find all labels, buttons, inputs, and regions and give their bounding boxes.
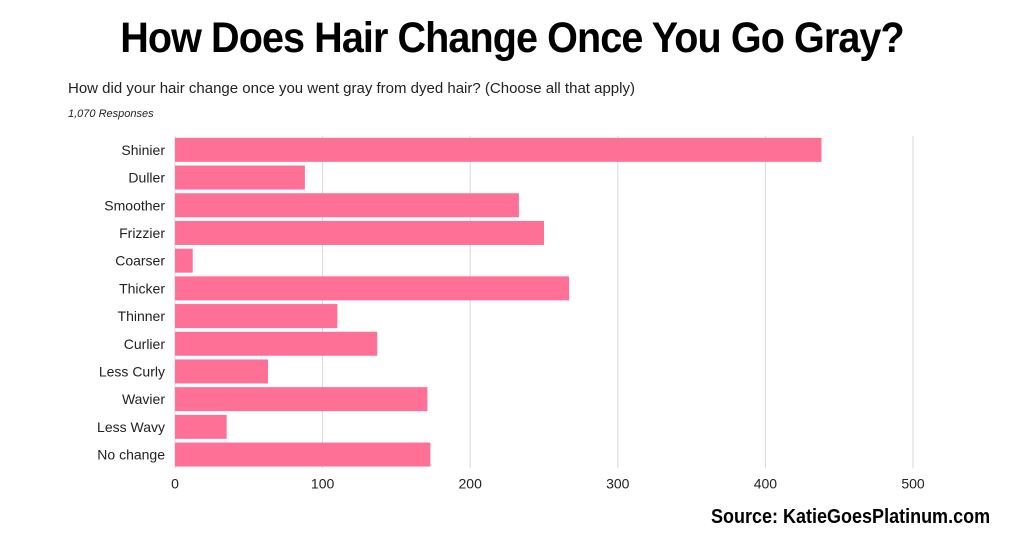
category-labels: Shinier Duller Smoother Frizzier Coarser Thic…: [97, 142, 165, 463]
bar-no-change: [175, 442, 431, 467]
chart-title: How Does Hair Change Once You Go Gray?: [120, 14, 904, 62]
bar-coarser: [175, 248, 193, 273]
bar-shinier: [175, 137, 822, 162]
x-tick-label: 200: [459, 475, 483, 491]
chart-subtitle: How did your hair change once you went g…: [68, 80, 635, 97]
category-label: Less Wavy: [97, 419, 165, 435]
bar-smoother: [175, 193, 519, 218]
bar-less-curly: [175, 359, 268, 384]
bar-wavier: [175, 387, 428, 412]
x-tick-label: 100: [311, 475, 335, 491]
x-tick-label: 0: [171, 475, 179, 491]
category-label: Coarser: [115, 253, 165, 269]
source-credit: Source: KatieGoesPlatinum.com: [710, 506, 990, 528]
bar-duller: [175, 165, 305, 190]
category-label: Frizzier: [119, 225, 165, 241]
category-label: Thinner: [118, 308, 166, 324]
bar-less-wavy: [175, 414, 227, 439]
bar-curlier: [175, 331, 378, 356]
bar-thinner: [175, 304, 338, 329]
x-axis-tick-labels: 0 100 200 300 400 500: [171, 475, 925, 491]
gridlines: [174, 136, 914, 469]
category-label: Curlier: [124, 336, 166, 352]
category-label: Smoother: [104, 197, 165, 213]
category-label: Shinier: [121, 142, 165, 158]
category-label: No change: [97, 447, 165, 463]
category-label: Less Curly: [99, 363, 165, 379]
bar-thicker: [175, 276, 570, 301]
bar-frizzier: [175, 220, 544, 245]
x-tick-label: 300: [606, 475, 630, 491]
x-tick-label: 500: [901, 475, 925, 491]
category-label: Wavier: [122, 391, 165, 407]
response-count: 1,070 Responses: [68, 108, 154, 120]
category-label: Thicker: [119, 280, 165, 296]
category-label: Duller: [128, 170, 165, 186]
bars: [175, 137, 822, 467]
x-tick-label: 400: [754, 475, 778, 491]
